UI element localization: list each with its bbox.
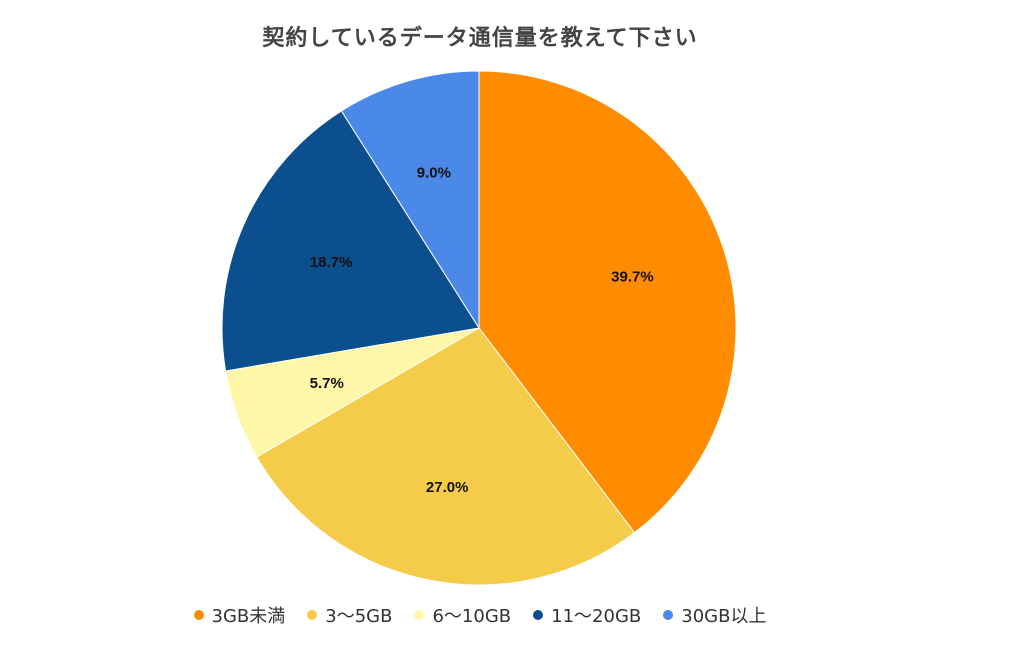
legend-swatch xyxy=(193,610,204,620)
legend-label: 6〜10GB xyxy=(432,606,512,627)
legend-label: 11〜20GB xyxy=(551,606,642,627)
pie-slices xyxy=(221,70,737,586)
pie-slice-5 xyxy=(340,70,480,330)
pie-labels: 39.7% 27.0% 5.7% 18.7% 9.0% xyxy=(310,165,654,496)
legend-label: 3〜5GB xyxy=(325,606,393,627)
slice-value-label: 5.7% xyxy=(310,375,344,392)
slice-value-label: 39.7% xyxy=(611,268,654,285)
legend-item: 11〜20GB xyxy=(533,602,641,628)
legend: 3GB未満 3〜5GB 6〜10GB 11〜20GB 30GB以上 xyxy=(0,602,960,628)
legend-label: 30GB以上 xyxy=(681,606,767,627)
legend-item: 3〜5GB xyxy=(307,602,392,628)
legend-swatch xyxy=(663,610,674,620)
legend-swatch xyxy=(307,610,318,620)
pie-slice-1 xyxy=(478,70,737,534)
slice-value-label: 9.0% xyxy=(417,165,451,182)
legend-item: 30GB以上 xyxy=(663,602,766,628)
legend-swatch xyxy=(414,610,425,620)
legend-item: 6〜10GB xyxy=(414,602,511,628)
chart-title: 契約しているデータ通信量を教えて下さい xyxy=(262,26,698,51)
legend-label: 3GB未満 xyxy=(211,606,286,627)
legend-swatch xyxy=(533,610,544,620)
slice-value-label: 18.7% xyxy=(310,254,353,271)
legend-item: 3GB未満 xyxy=(193,602,286,628)
pie-slice-4 xyxy=(221,110,480,372)
slice-value-label: 27.0% xyxy=(426,479,469,496)
pie-slice-2 xyxy=(256,327,636,586)
